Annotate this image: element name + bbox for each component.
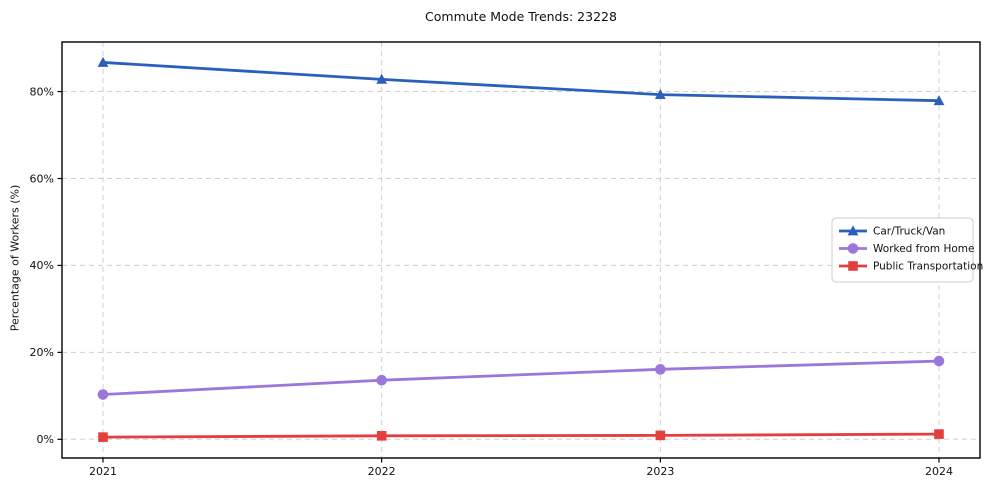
y-tick-label: 0%	[37, 433, 54, 446]
x-tick-label: 2022	[368, 465, 396, 478]
data-point-worked-from-home	[376, 374, 387, 386]
data-point-worked-from-home	[933, 355, 945, 367]
data-point-public-transportation	[376, 431, 387, 441]
data-point-car-truck-van	[933, 95, 945, 106]
legend-marker-public-transportation-icon	[848, 261, 858, 271]
data-point-public-transportation	[655, 430, 666, 441]
legend-marker-car-truck-van-icon	[847, 225, 859, 236]
x-tick-label: 2023	[646, 465, 674, 478]
legend-label-public-transportation: Public Transportation	[873, 261, 983, 273]
series-line-car-truck-van	[101, 61, 941, 103]
chart-title: Commute Mode Trends: 23228	[425, 9, 617, 24]
data-point-public-transportation	[934, 429, 944, 439]
legend-label-car-truck-van: Car/Truck/Van	[873, 226, 945, 238]
x-tick-label: 2021	[89, 465, 117, 478]
data-point-car-truck-van	[97, 56, 109, 67]
y-tick-label: 60%	[30, 172, 54, 185]
legend-label-worked-from-home: Worked from Home	[873, 243, 974, 255]
series-line-public-transportation	[101, 432, 941, 439]
data-point-worked-from-home	[655, 364, 666, 375]
data-point-car-truck-van	[376, 73, 388, 84]
legend-box	[831, 217, 974, 283]
data-point-public-transportation	[98, 432, 108, 442]
data-point-car-truck-van	[654, 88, 666, 99]
series-line-worked-from-home	[101, 359, 941, 396]
y-tick-label: 40%	[30, 259, 54, 272]
plot-frame	[61, 41, 981, 459]
legend-marker-worked-from-home-icon	[847, 243, 859, 254]
y-tick-label: 80%	[30, 85, 54, 98]
y-axis-label: Percentage of Workers (%)	[8, 184, 22, 332]
data-point-worked-from-home	[97, 389, 109, 400]
y-tick-label: 20%	[30, 346, 54, 359]
x-tick-label: 2024	[925, 465, 953, 478]
